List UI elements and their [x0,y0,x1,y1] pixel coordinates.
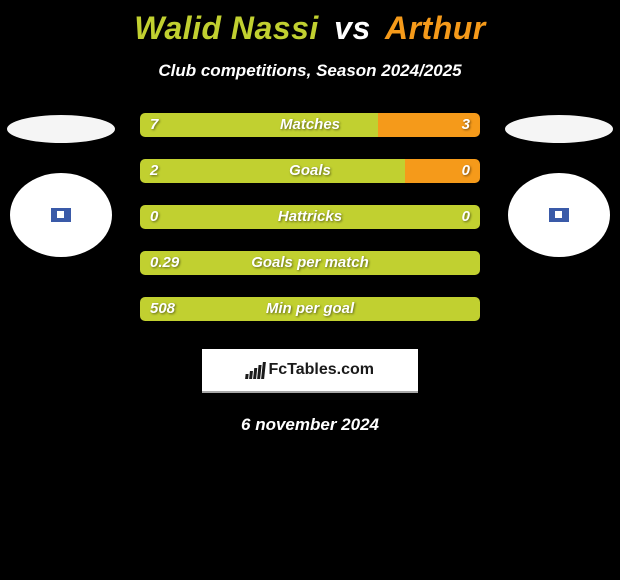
stat-bar: 2Goals0 [140,159,480,183]
page-title: Walid Nassi vs Arthur [0,0,620,47]
stat-bar: 508Min per goal [140,297,480,321]
left-player-column [6,109,116,257]
shield-icon [549,208,569,222]
right-club-badge [508,173,610,257]
brand-label: FcTables.com [246,361,374,379]
stat-bar: 0Hattricks0 [140,205,480,229]
stat-label: Min per goal [140,297,480,321]
title-player2: Arthur [385,10,486,46]
shield-icon [51,208,71,222]
left-flag-icon [7,115,115,143]
title-vs: vs [334,10,371,46]
comparison-panel: 7Matches32Goals00Hattricks00.29Goals per… [0,113,620,435]
stat-label: Goals per match [140,251,480,275]
stat-value-right: 0 [462,205,470,229]
date-label: 6 november 2024 [0,415,620,435]
stat-bars: 7Matches32Goals00Hattricks00.29Goals per… [140,113,480,321]
right-player-column [504,109,614,257]
brand-text: FcTables.com [268,361,374,379]
stat-label: Hattricks [140,205,480,229]
stat-label: Goals [140,159,480,183]
stat-value-right: 0 [462,159,470,183]
stat-label: Matches [140,113,480,137]
stat-bar: 7Matches3 [140,113,480,137]
subtitle: Club competitions, Season 2024/2025 [0,61,620,81]
title-player1: Walid Nassi [134,10,319,46]
stat-bar: 0.29Goals per match [140,251,480,275]
brand-box: FcTables.com [202,349,418,393]
stat-value-right: 3 [462,113,470,137]
left-club-badge [10,173,112,257]
bar-chart-icon [245,362,265,379]
right-flag-icon [505,115,613,143]
